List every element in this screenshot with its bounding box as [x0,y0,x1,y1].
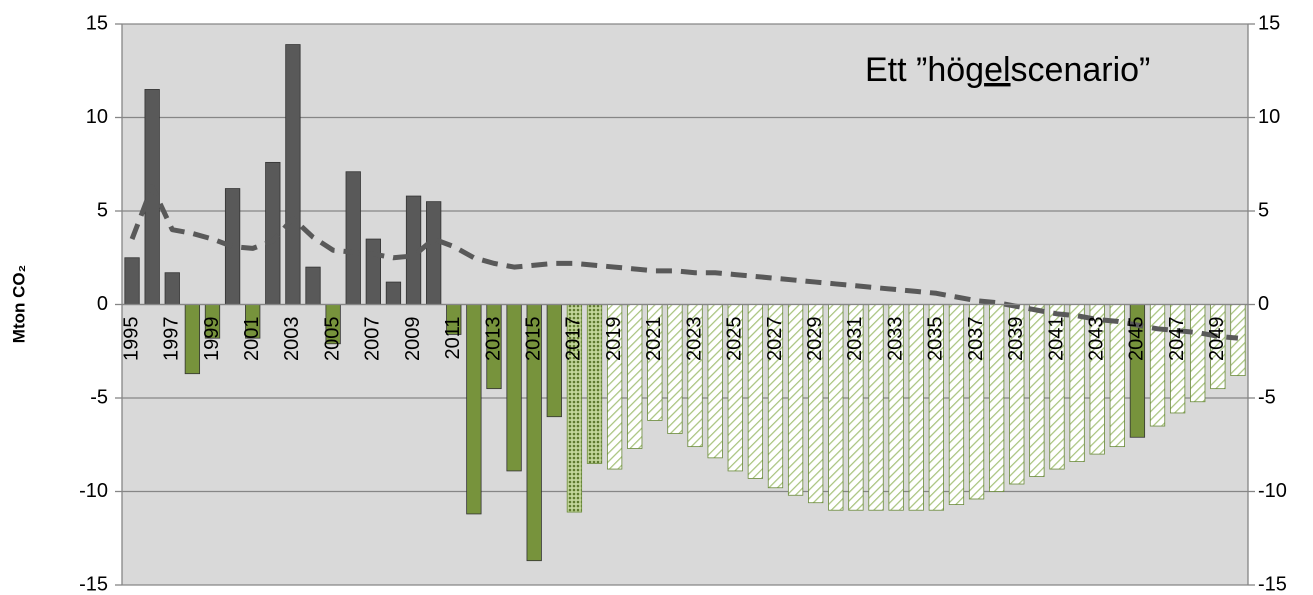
bar [948,304,965,505]
x-tick-label: 2019 [603,317,625,362]
x-tick-label: 2025 [724,317,746,362]
x-tick-label: 2045 [1126,317,1148,362]
bar [466,304,482,515]
x-tick-label: 2009 [402,317,424,362]
bar [828,304,844,511]
x-tick-label: 2017 [563,317,585,362]
bar [1109,304,1125,448]
bar [506,304,522,472]
bar [144,89,160,305]
annotation-part: scenario” [1011,51,1151,89]
y2-tick-label: 5 [1258,199,1269,221]
bar [1149,304,1166,427]
bar [546,304,562,418]
bar [707,304,723,459]
x-tick-label: 2027 [764,317,786,362]
x-tick-label: 2029 [804,317,826,362]
y2-tick-label: 0 [1258,293,1269,315]
trend-line [129,184,1239,341]
y-tick-label: -15 [79,573,108,595]
y2-tick-label: -10 [1258,480,1287,502]
annotation-part: Ett ”hög [865,51,984,89]
x-tick-label: 2003 [281,317,303,362]
x-tick-label: 2015 [522,317,544,362]
x-tick-label: 2021 [643,317,665,362]
x-tick-label: 1999 [201,317,223,362]
x-tick-label: 2013 [482,317,504,362]
bar [908,304,924,511]
bar [787,304,804,496]
y-tick-label: 10 [86,106,108,128]
annotation: Ett ”högelscenario” [865,51,1150,89]
x-tick-label: 2023 [683,317,705,362]
y2-tick-label: -15 [1258,573,1287,595]
bar [164,272,180,305]
bar [265,161,281,305]
x-tick-label: 2047 [1166,317,1188,362]
bar [426,201,442,305]
y2-tick-label: 15 [1258,12,1280,34]
bar [184,304,201,375]
x-tick-label: 2049 [1206,317,1228,362]
bar [747,304,764,479]
x-tick-label: 2037 [965,317,987,362]
x-tick-label: 2039 [1005,316,1027,361]
x-tick-label: 2001 [241,317,263,362]
x-tick-label: 1995 [120,317,142,362]
bar [868,304,884,511]
y2-tick-label: -5 [1258,386,1276,408]
bar [345,171,361,305]
x-tick-label: 2035 [925,317,947,362]
y-axis-label: Mton CO₂ [9,265,28,343]
x-tick-label: 2005 [321,317,343,362]
x-tick-label: 2007 [362,317,384,362]
bar [305,266,321,305]
x-tick-label: 2033 [884,317,906,362]
y-tick-label: -5 [90,386,108,408]
bar [1190,304,1206,403]
y-tick-label: -10 [79,480,108,502]
x-tick-label: 1997 [161,317,183,362]
bar [1069,304,1085,462]
annotation-part: el [984,51,1010,89]
bar [627,304,643,449]
bar [667,304,683,434]
y2-tick-label: 10 [1258,106,1280,128]
x-tick-label: 2043 [1085,317,1107,362]
x-tick-label: 2041 [1045,317,1067,362]
bar [124,257,140,305]
bar [586,304,603,464]
y-tick-label: 15 [86,12,108,34]
bar [385,281,402,305]
bar [285,44,301,305]
bar [1029,304,1045,477]
y-tick-label: 0 [97,293,108,315]
x-tick-label: 2031 [844,317,866,362]
y-tick-label: 5 [97,199,108,221]
bar [365,238,381,305]
x-tick-label: 2011 [442,317,464,360]
bar [989,304,1005,492]
